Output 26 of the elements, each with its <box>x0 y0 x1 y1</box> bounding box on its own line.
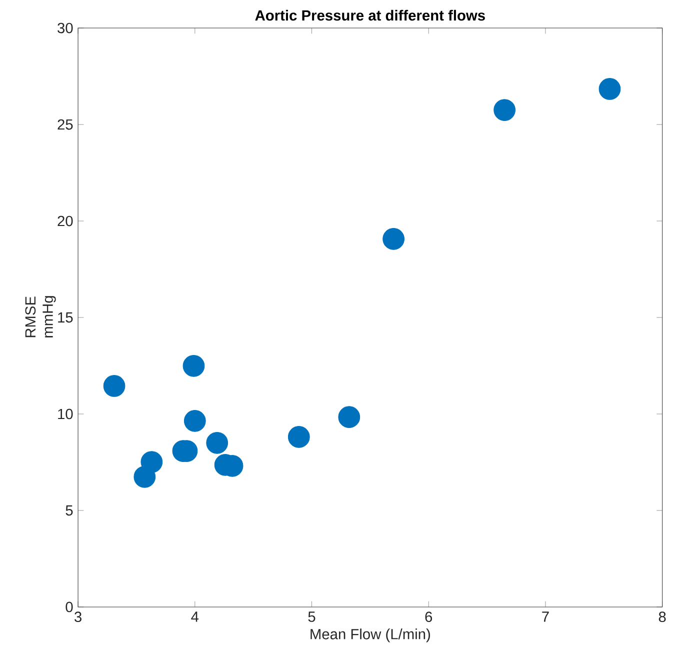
point <box>494 98 516 121</box>
x-tick-label: 6 <box>425 612 432 622</box>
point <box>206 432 228 454</box>
x-tick-label: 7 <box>542 612 549 622</box>
y-tick-label: 15 <box>58 312 73 322</box>
point <box>338 406 360 428</box>
y-tick-label: 20 <box>58 216 73 226</box>
x-tick-label: 8 <box>658 612 666 622</box>
x-tick-label: 5 <box>308 612 316 622</box>
chart-title: Aortic Pressure at different flows <box>255 10 485 20</box>
point <box>184 410 206 432</box>
x-tick-label: 4 <box>191 612 199 622</box>
y-tick-label: 25 <box>58 119 73 130</box>
point <box>103 374 126 397</box>
x-axis-title: Mean Flow (L/min) <box>310 628 430 642</box>
y-tick-label: 30 <box>58 22 73 34</box>
point <box>140 450 163 473</box>
y-tick-label: 10 <box>58 408 73 420</box>
point <box>382 228 404 250</box>
point <box>182 354 205 377</box>
x-tick-label: 3 <box>74 612 82 622</box>
y-tick-label: 0 <box>66 602 73 612</box>
y-axis-title: RMSE mmHg <box>25 296 56 338</box>
point <box>598 78 621 100</box>
y-tick-label: 5 <box>66 505 73 516</box>
point <box>288 426 310 448</box>
